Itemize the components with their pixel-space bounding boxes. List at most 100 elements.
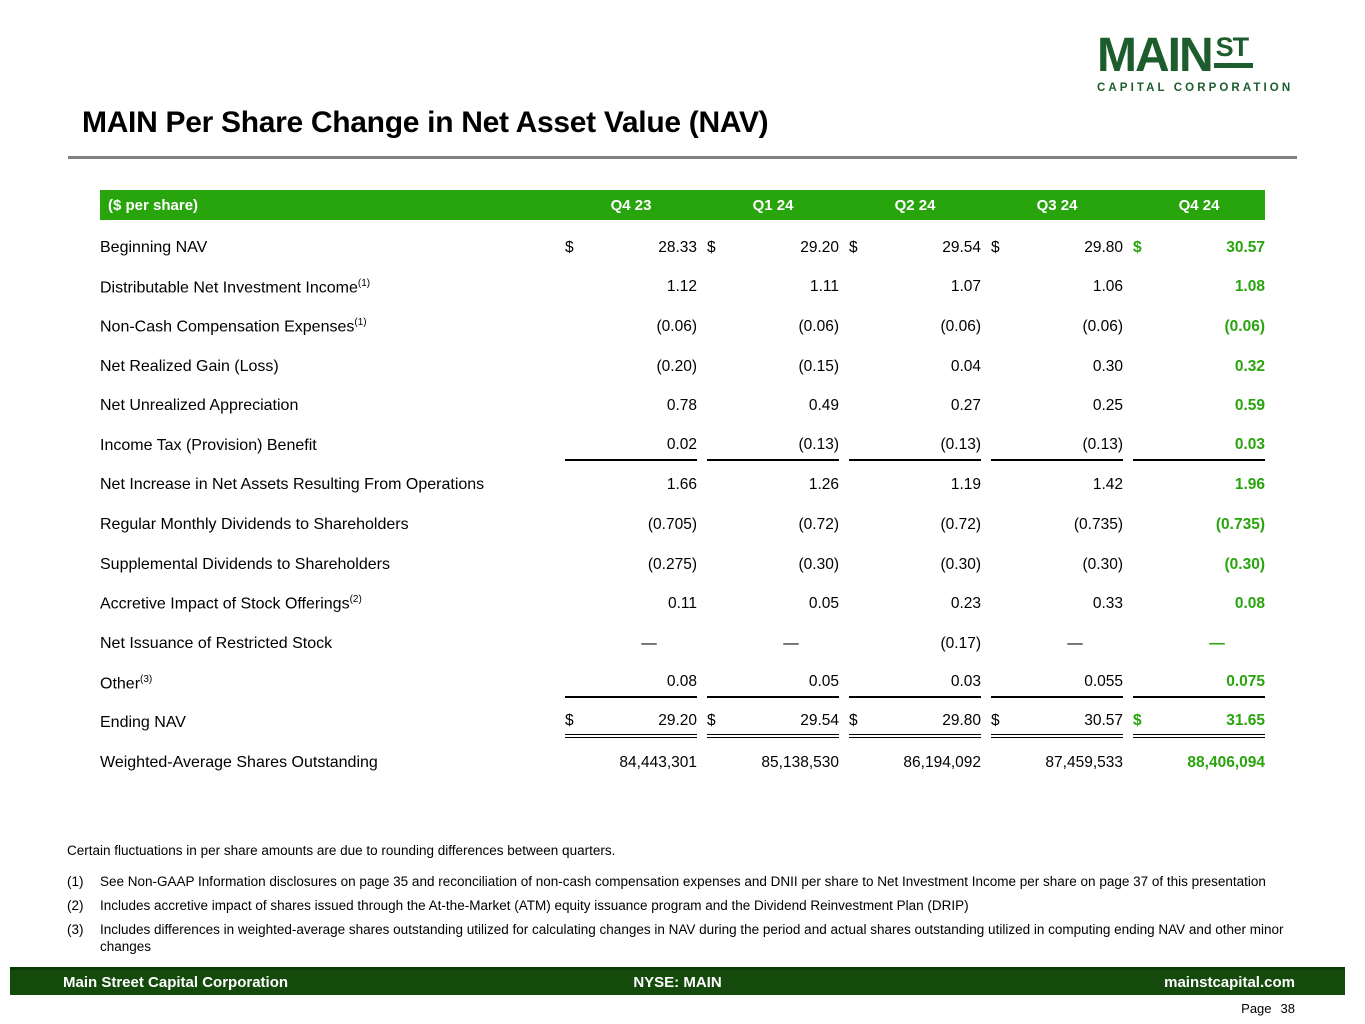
cell-group: 0.11 (565, 589, 697, 619)
cell-group: 1.96 (1133, 470, 1265, 500)
footer-ticker: NYSE: MAIN (633, 974, 722, 991)
nav-table: ($ per share) Q4 23 Q1 24 Q2 24 Q3 24 Q4 24 … (100, 190, 1265, 782)
cell-group: (0.275) (565, 550, 697, 580)
table-row: Weighted-Average Shares Outstanding 84,44… (100, 743, 1265, 783)
cell-group: (0.13) (991, 431, 1123, 461)
cell-group: $29.54 (707, 708, 839, 738)
page-number-value: 38 (1280, 1001, 1295, 1016)
cell-group: (0.17) (849, 629, 982, 659)
cell-group: (0.13) (707, 431, 839, 461)
cell-value: (0.30) (798, 555, 840, 573)
cell-group: 1.06 (991, 272, 1123, 302)
cell-group: 87,459,533 (991, 748, 1123, 778)
cell-group: 1.66 (565, 470, 697, 500)
cell-value: 29.20 (658, 711, 697, 729)
cell-value: (0.72) (940, 515, 982, 533)
cell-value: 0.02 (666, 435, 697, 453)
cell-group: 1.42 (991, 470, 1123, 500)
cell-value: (0.13) (798, 435, 840, 453)
cell-group: 0.23 (849, 589, 981, 619)
cell-group: 0.05 (707, 589, 839, 619)
footnote-marker: (3) (140, 673, 153, 685)
row-label: Net Realized Gain (Loss) (100, 357, 279, 375)
cell-value: — (641, 634, 657, 652)
row-label: Accretive Impact of Stock Offerings(2) (100, 594, 362, 613)
cell-value: 85,138,530 (761, 753, 839, 771)
cell-value: 1.06 (1092, 278, 1123, 296)
table-header-quarter: Q4 24 (1178, 196, 1220, 214)
cell-value: — (1067, 634, 1083, 652)
row-label: Regular Monthly Dividends to Shareholder… (100, 515, 409, 533)
table-row: Distributable Net Investment Income(1) 1.… (100, 268, 1265, 308)
cell-value: 30.57 (1226, 238, 1265, 256)
table-row: Supplemental Dividends to Shareholders (0… (100, 545, 1265, 585)
cell-group: 1.07 (849, 272, 981, 302)
cell-value: (0.30) (1224, 555, 1266, 573)
table-row: Non-Cash Compensation Expenses(1) (0.06) (… (100, 307, 1265, 347)
cell-group: $29.20 (565, 708, 697, 738)
cell-group: 0.08 (565, 668, 697, 699)
row-label: Net Unrealized Appreciation (100, 397, 299, 415)
cell-value: 28.33 (658, 238, 697, 256)
cell-group: 85,138,530 (707, 748, 839, 778)
dollar-sign: $ (707, 711, 716, 729)
cell-value: (0.705) (647, 515, 697, 533)
footnote-text: Includes accretive impact of shares issu… (100, 897, 969, 913)
cell-value: (0.17) (940, 634, 982, 652)
cell-value: 1.26 (808, 476, 839, 494)
cell-group: 1.08 (1133, 272, 1265, 302)
cell-value: 1.08 (1234, 278, 1265, 296)
table-header-label: ($ per share) (108, 196, 199, 214)
cell-group: $29.20 (707, 233, 839, 263)
cell-group: 84,443,301 (565, 748, 697, 778)
cell-value: (0.275) (647, 555, 697, 573)
footnote-number: (3) (67, 921, 84, 937)
dollar-sign: $ (991, 238, 1000, 256)
footnote-marker: (2) (349, 594, 362, 606)
cell-value: 0.78 (666, 397, 697, 415)
page-number-label: Page (1241, 1001, 1272, 1016)
page-title: MAIN Per Share Change in Net Asset Value… (82, 106, 769, 139)
cell-group: 88,406,094 (1133, 748, 1265, 778)
table-row: Ending NAV $29.20 $29.54 $29.80 $30.57 $31.65 (100, 703, 1265, 743)
row-label: Weighted-Average Shares Outstanding (100, 753, 378, 771)
cell-group: 0.25 (991, 391, 1123, 421)
cell-group: $28.33 (565, 233, 697, 263)
cell-value: 87,459,533 (1045, 753, 1123, 771)
cell-group: $30.57 (1133, 233, 1265, 263)
cell-value: 0.08 (1234, 595, 1265, 613)
cell-value: (0.20) (656, 357, 698, 375)
cell-value: 1.07 (950, 278, 981, 296)
table-row: Regular Monthly Dividends to Shareholder… (100, 505, 1265, 545)
cell-value: 0.27 (950, 397, 981, 415)
logo-main-text: MAIN (1097, 29, 1214, 82)
cell-value: (0.06) (1082, 317, 1124, 335)
footnote-item: (2) Includes accretive impact of shares i… (67, 898, 1299, 915)
row-label: Ending NAV (100, 713, 186, 731)
cell-group: (0.30) (849, 550, 982, 580)
row-label: Other(3) (100, 673, 153, 692)
cell-value: (0.30) (1082, 555, 1124, 573)
cell-group: 0.02 (565, 431, 697, 461)
cell-group: (0.72) (849, 510, 982, 540)
cell-value: (0.72) (798, 515, 840, 533)
cell-group: 1.11 (707, 272, 839, 302)
cell-value: 0.49 (808, 397, 839, 415)
cell-value: 1.96 (1234, 476, 1265, 494)
footnote-number: (2) (67, 897, 84, 913)
dollar-sign: $ (991, 711, 1000, 729)
table-header-quarter: Q3 24 (1036, 196, 1078, 214)
cell-group: 1.19 (849, 470, 981, 500)
cell-group: $29.54 (849, 233, 981, 263)
table-row: Beginning NAV $28.33 $29.20 $29.54 $29.80 $30… (100, 228, 1265, 268)
cell-value: (0.735) (1073, 515, 1123, 533)
cell-group: (0.735) (991, 510, 1123, 540)
cell-group: (0.06) (991, 312, 1124, 342)
row-label: Net Increase in Net Assets Resulting Fro… (100, 476, 485, 494)
cell-group: (0.30) (1133, 550, 1266, 580)
cell-value: (0.06) (940, 317, 982, 335)
cell-group: — (707, 629, 839, 659)
cell-value: 0.03 (1234, 435, 1265, 453)
cell-group: 1.26 (707, 470, 839, 500)
